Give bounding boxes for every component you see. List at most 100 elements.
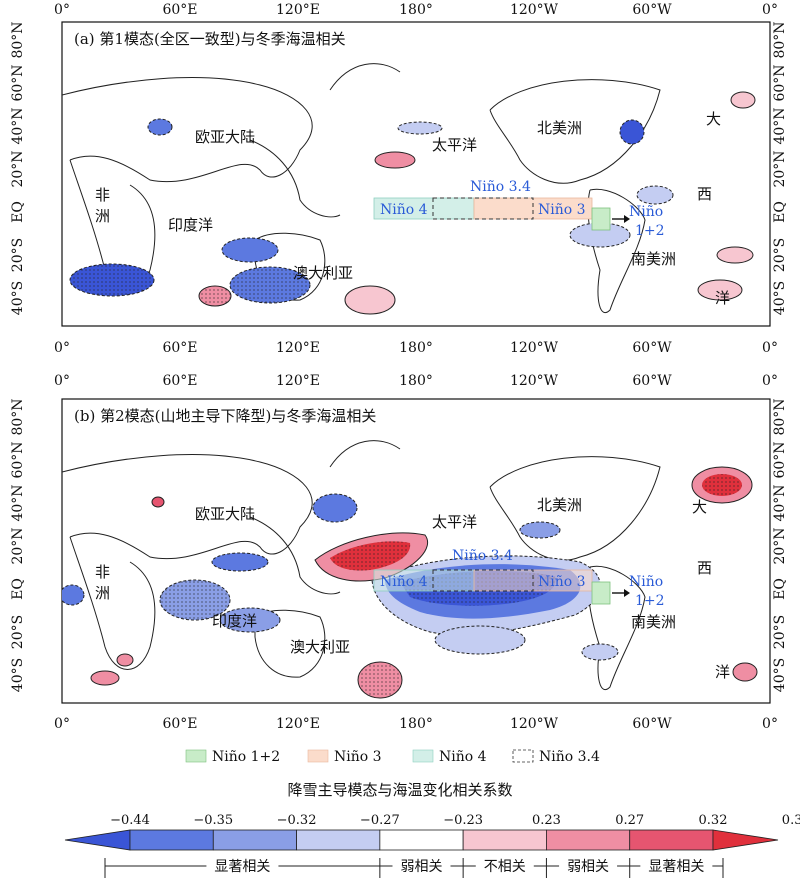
nino34-box-b — [432, 569, 534, 592]
left-axis-a: 80°N 60°N 40°N 20°N EQ 20°S 40°S — [10, 21, 26, 315]
colorbar-ticks: −0.44 −0.35 −0.32 −0.27 −0.23 0.23 0.27 0.32 0.3… — [110, 813, 800, 828]
top-tick-a-1: 60°E — [162, 2, 197, 18]
lat-tick-b-r3: 20°N — [772, 527, 788, 564]
right-axis-b: 80°N 60°N 40°N 20°N EQ 20°S 40°S — [772, 398, 788, 692]
nino12-label-a-1: Niño — [629, 204, 663, 220]
lat-tick-a-r2: 40°N — [772, 107, 788, 144]
label-northamerica-a: 北美洲 — [537, 119, 582, 137]
label-australia-a: 澳大利亚 — [293, 264, 353, 282]
panel-b-title: (b) 第2模态(山地主导下降型)与冬季海温相关 — [74, 407, 376, 425]
nino3-label-a: Niño 3 — [538, 202, 586, 218]
nino-boxes-a — [373, 197, 630, 231]
colorbar-tick-5: 0.23 — [532, 813, 561, 828]
lat-tick-a-0: 80°N — [10, 21, 26, 58]
bottom-tick-b-3: 180° — [399, 716, 433, 732]
coastlines-a — [62, 63, 661, 313]
bottom-tick-b-1: 60°E — [162, 716, 197, 732]
legend-label-n34: Niño 3.4 — [539, 749, 600, 765]
lat-tick-b-1: 60°N — [10, 441, 26, 478]
lat-tick-b-r1: 60°N — [772, 441, 788, 478]
nino-legend: Niño 1+2 Niño 3 Niño 4 Niño 3.4 — [185, 749, 600, 765]
top-tick-b-4: 120°W — [510, 373, 559, 389]
label-australia-b: 澳大利亚 — [290, 638, 350, 656]
lat-tick-a-r3: 20°N — [772, 150, 788, 187]
bottom-tick-a-4: 120°W — [510, 340, 559, 356]
lat-tick-a-1: 60°N — [10, 64, 26, 101]
colorbar-cell-2 — [212, 829, 297, 851]
lat-tick-a-r0: 80°N — [772, 21, 788, 58]
top-tick-a-3: 180° — [399, 2, 433, 18]
class-label-1: 弱相关 — [401, 859, 443, 875]
label-africa-b-1: 非 — [95, 563, 110, 581]
class-label-4: 显著相关 — [648, 859, 704, 875]
map-a — [62, 63, 756, 315]
bottom-tick-b-0: 0° — [54, 716, 70, 732]
colorbar-cell-4 — [379, 829, 464, 851]
colorbar-tick-7: 0.32 — [699, 813, 728, 828]
bottom-tick-a-6: 0° — [762, 340, 778, 356]
lat-tick-a-5: 20°S — [10, 238, 26, 272]
top-tick-b-0: 0° — [54, 373, 70, 389]
label-indian-b: 印度洋 — [212, 612, 257, 630]
label-pacific-b: 太平洋 — [432, 513, 477, 531]
label-atlantic-a-2: 西 — [697, 185, 712, 203]
lat-tick-b-r4: EQ — [772, 578, 788, 600]
coastlines-b — [62, 440, 661, 690]
colorbar-tick-8: 0.35 — [782, 813, 800, 828]
colorbar-tick-3: −0.27 — [360, 813, 400, 828]
lat-tick-b-5: 20°S — [10, 615, 26, 649]
lat-tick-b-6: 40°S — [10, 658, 26, 692]
nino12-box-a — [591, 207, 611, 231]
colorbar-cell-1 — [129, 829, 214, 851]
nino12-label-b-1: Niño — [629, 574, 663, 590]
colorbar-tick-1: −0.35 — [193, 813, 233, 828]
bottom-tick-a-2: 120°E — [276, 340, 320, 356]
label-eurasia-a: 欧亚大陆 — [195, 128, 255, 146]
nino-labels-a: Niño 3.4 Niño 4 Niño 3 Niño 1+2 — [380, 179, 665, 239]
panel-a-title: (a) 第1模态(全区一致型)与冬季海温相关 — [74, 30, 346, 48]
label-southamerica-b: 南美洲 — [631, 613, 676, 631]
label-pacific-a: 太平洋 — [432, 136, 477, 154]
nino34-box-a — [432, 197, 534, 220]
colorbar-cell-7 — [629, 829, 714, 851]
right-axis-a: 80°N 60°N 40°N 20°N EQ 20°S 40°S — [772, 21, 788, 315]
class-label-3: 弱相关 — [567, 859, 609, 875]
legend-swatch-n4 — [412, 749, 434, 763]
lat-tick-b-r6: 40°S — [772, 658, 788, 692]
colorbar-tick-4: −0.23 — [443, 813, 483, 828]
panel-b: 0° 60°E 120°E 180° 120°W 60°W 0° 0° 60°E… — [10, 373, 788, 732]
nino-boxes-b — [373, 569, 630, 605]
bottom-tick-a-1: 60°E — [162, 340, 197, 356]
lat-tick-a-r6: 40°S — [772, 281, 788, 315]
label-indian-a: 印度洋 — [168, 216, 213, 234]
top-tick-a-0: 0° — [54, 2, 70, 18]
top-tick-a-2: 120°E — [276, 2, 320, 18]
nino12-box-b — [591, 581, 611, 605]
label-southamerica-a: 南美洲 — [631, 250, 676, 268]
bottom-tick-a-0: 0° — [54, 340, 70, 356]
colorbar-tick-0: −0.44 — [110, 813, 150, 828]
colorbar-cell-0 — [64, 829, 131, 851]
colorbar-cell-6 — [546, 829, 631, 851]
lat-tick-a-2: 40°N — [10, 107, 26, 144]
nino12-label-a-2: 1+2 — [635, 223, 665, 239]
label-africa-a-1: 非 — [95, 186, 110, 204]
colorbar-cell-8 — [712, 829, 779, 851]
nino34-label-a: Niño 3.4 — [470, 179, 531, 195]
region-labels-a: 欧亚大陆 非 洲 印度洋 澳大利亚 太平洋 北美洲 南美洲 大 西 洋 — [95, 110, 730, 307]
lat-tick-b-3: 20°N — [10, 527, 26, 564]
lat-tick-b-r5: 20°S — [772, 615, 788, 649]
legend-label-n12: Niño 1+2 — [212, 749, 280, 765]
label-atlantic-b-3: 洋 — [715, 663, 730, 681]
label-atlantic-a-3: 洋 — [715, 289, 730, 307]
legend-swatch-n3 — [307, 749, 329, 763]
lat-tick-a-r1: 60°N — [772, 64, 788, 101]
top-tick-a-5: 60°W — [632, 2, 672, 18]
lat-tick-a-4: EQ — [10, 201, 26, 223]
region-labels-b: 欧亚大陆 非 洲 印度洋 澳大利亚 太平洋 北美洲 南美洲 大 西 洋 — [95, 496, 730, 681]
lat-tick-a-r4: EQ — [772, 201, 788, 223]
colorbar-classes: 显著相关 弱相关 不相关 弱相关 显著相关 — [104, 858, 724, 878]
correlation-patches-a — [69, 91, 756, 315]
label-atlantic-b-2: 西 — [697, 559, 712, 577]
top-tick-b-1: 60°E — [162, 373, 197, 389]
